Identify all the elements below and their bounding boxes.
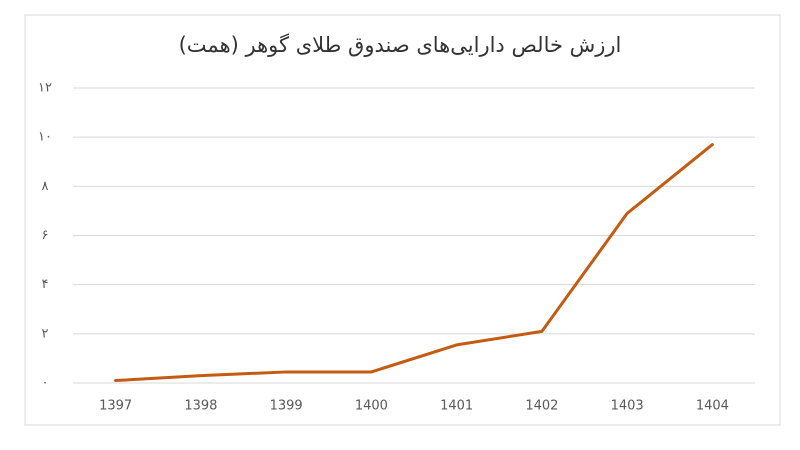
- data-line: [114, 143, 714, 383]
- x-tick-label: 1399: [270, 399, 303, 414]
- y-tick-label: ۶: [42, 228, 49, 243]
- y-tick-label: ۱۲: [38, 81, 52, 96]
- y-tick-label: ۲: [42, 326, 49, 341]
- x-tick-label: 1400: [355, 399, 388, 414]
- x-tick-label: 1404: [696, 399, 729, 414]
- y-tick-label: ۸: [42, 179, 49, 194]
- y-tick-label: ۴: [42, 277, 49, 292]
- x-tick-label: 1398: [184, 399, 217, 414]
- chart-frame: [24, 14, 781, 426]
- chart-title: ارزش خالص دارایی‌های صندوق طلای گوهر (هم…: [179, 33, 622, 57]
- y-tick-label: ۰: [42, 376, 49, 391]
- x-tick-label: 1397: [99, 399, 132, 414]
- x-tick-label: 1402: [525, 399, 558, 414]
- y-tick-label: ۱۰: [38, 130, 52, 145]
- x-tick-label: 1401: [440, 399, 473, 414]
- x-tick-label: 1403: [611, 399, 644, 414]
